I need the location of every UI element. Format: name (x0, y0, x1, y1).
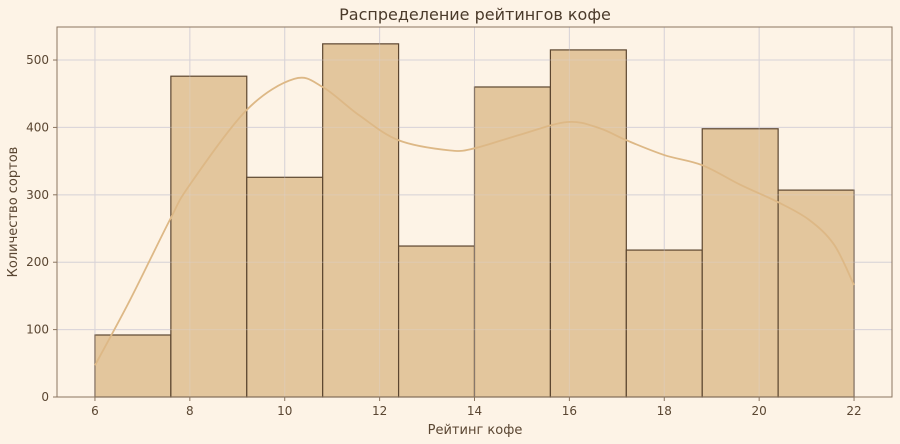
bars (94, 43, 855, 398)
y-tick-label: 400 (26, 120, 49, 134)
y-tick-label: 0 (41, 390, 49, 404)
x-axis-label: Рейтинг кофе (428, 423, 523, 438)
x-tick-label: 18 (657, 404, 672, 418)
histogram-bar (473, 86, 552, 398)
histogram-bar (397, 245, 476, 398)
y-axis-label: Количество сортов (6, 147, 21, 278)
chart-title: Распределение рейтингов кофе (339, 5, 611, 24)
kde-curve (94, 76, 855, 366)
y-tick-label: 100 (26, 323, 49, 337)
x-tick-label: 14 (467, 404, 482, 418)
histogram-bar (701, 128, 779, 398)
x-tick-label: 20 (752, 404, 767, 418)
y-ticks: 0 100 200 300 400 500 (26, 53, 57, 404)
y-tick-label: 500 (26, 53, 49, 67)
x-tick-label: 6 (91, 404, 99, 418)
y-tick-label: 200 (26, 255, 49, 269)
x-ticks: 6 8 10 12 14 16 18 20 22 (91, 397, 862, 418)
histogram-bar (625, 249, 703, 398)
x-tick-label: 8 (186, 404, 194, 418)
histogram-bar (170, 75, 248, 398)
histogram-bar (549, 49, 627, 398)
x-tick-label: 12 (372, 404, 387, 418)
histogram-bar (94, 334, 172, 398)
histogram-bar (777, 189, 855, 398)
x-tick-label: 16 (562, 404, 577, 418)
x-tick-label: 10 (277, 404, 292, 418)
histogram-bar (246, 176, 324, 398)
histogram-bar (322, 43, 400, 398)
x-tick-label: 22 (846, 404, 861, 418)
y-tick-label: 300 (26, 188, 49, 202)
